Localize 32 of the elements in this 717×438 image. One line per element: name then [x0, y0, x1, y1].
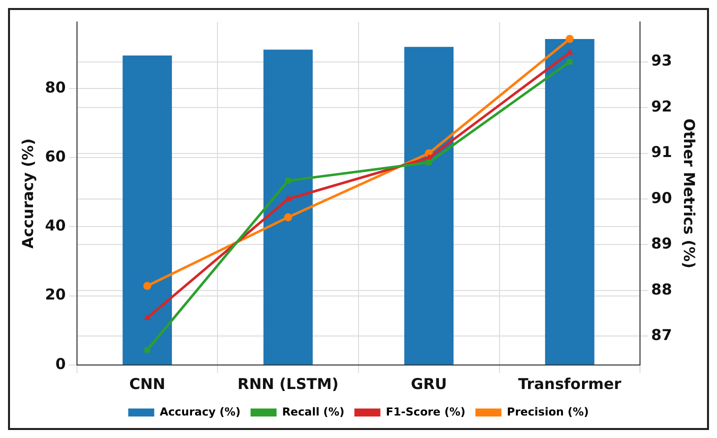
x-tick-label: GRU	[410, 374, 447, 393]
x-tick-label: Transformer	[518, 374, 622, 393]
y-axis-title: Accuracy (%)	[18, 138, 37, 249]
y2-tick-label: 93	[651, 52, 672, 70]
y2-axis-title: Other Metrics (%)	[680, 118, 698, 268]
y2-tick-label: 90	[651, 188, 672, 207]
y2-tick-label: 91	[651, 143, 672, 162]
y-tick-label: 80	[45, 78, 66, 96]
point	[144, 347, 150, 353]
point	[566, 48, 574, 55]
point	[566, 58, 573, 65]
legend-label: Accuracy (%)	[160, 405, 241, 418]
legend-label: Recall (%)	[282, 405, 344, 418]
point	[284, 194, 292, 201]
y2-tick-label: 89	[651, 234, 672, 253]
x-tick-label: CNN	[129, 374, 166, 393]
x-tick-label: RNN (LSTM)	[238, 374, 339, 393]
point	[143, 282, 152, 290]
legend-label: Precision (%)	[506, 405, 589, 418]
y-tick-label: 40	[45, 216, 66, 235]
y-tick-label: 20	[45, 286, 66, 304]
y2-tick-label: 92	[651, 97, 672, 116]
y-tick-label: 0	[55, 354, 66, 373]
point	[144, 314, 151, 320]
y2-tick-label: 88	[651, 280, 672, 298]
y2-tick-label: 87	[651, 326, 672, 344]
point	[566, 34, 574, 43]
point	[426, 160, 432, 166]
point	[285, 178, 291, 184]
y-tick-label: 60	[45, 147, 66, 166]
point	[284, 213, 292, 222]
legend-label: F1-Score (%)	[386, 405, 466, 418]
